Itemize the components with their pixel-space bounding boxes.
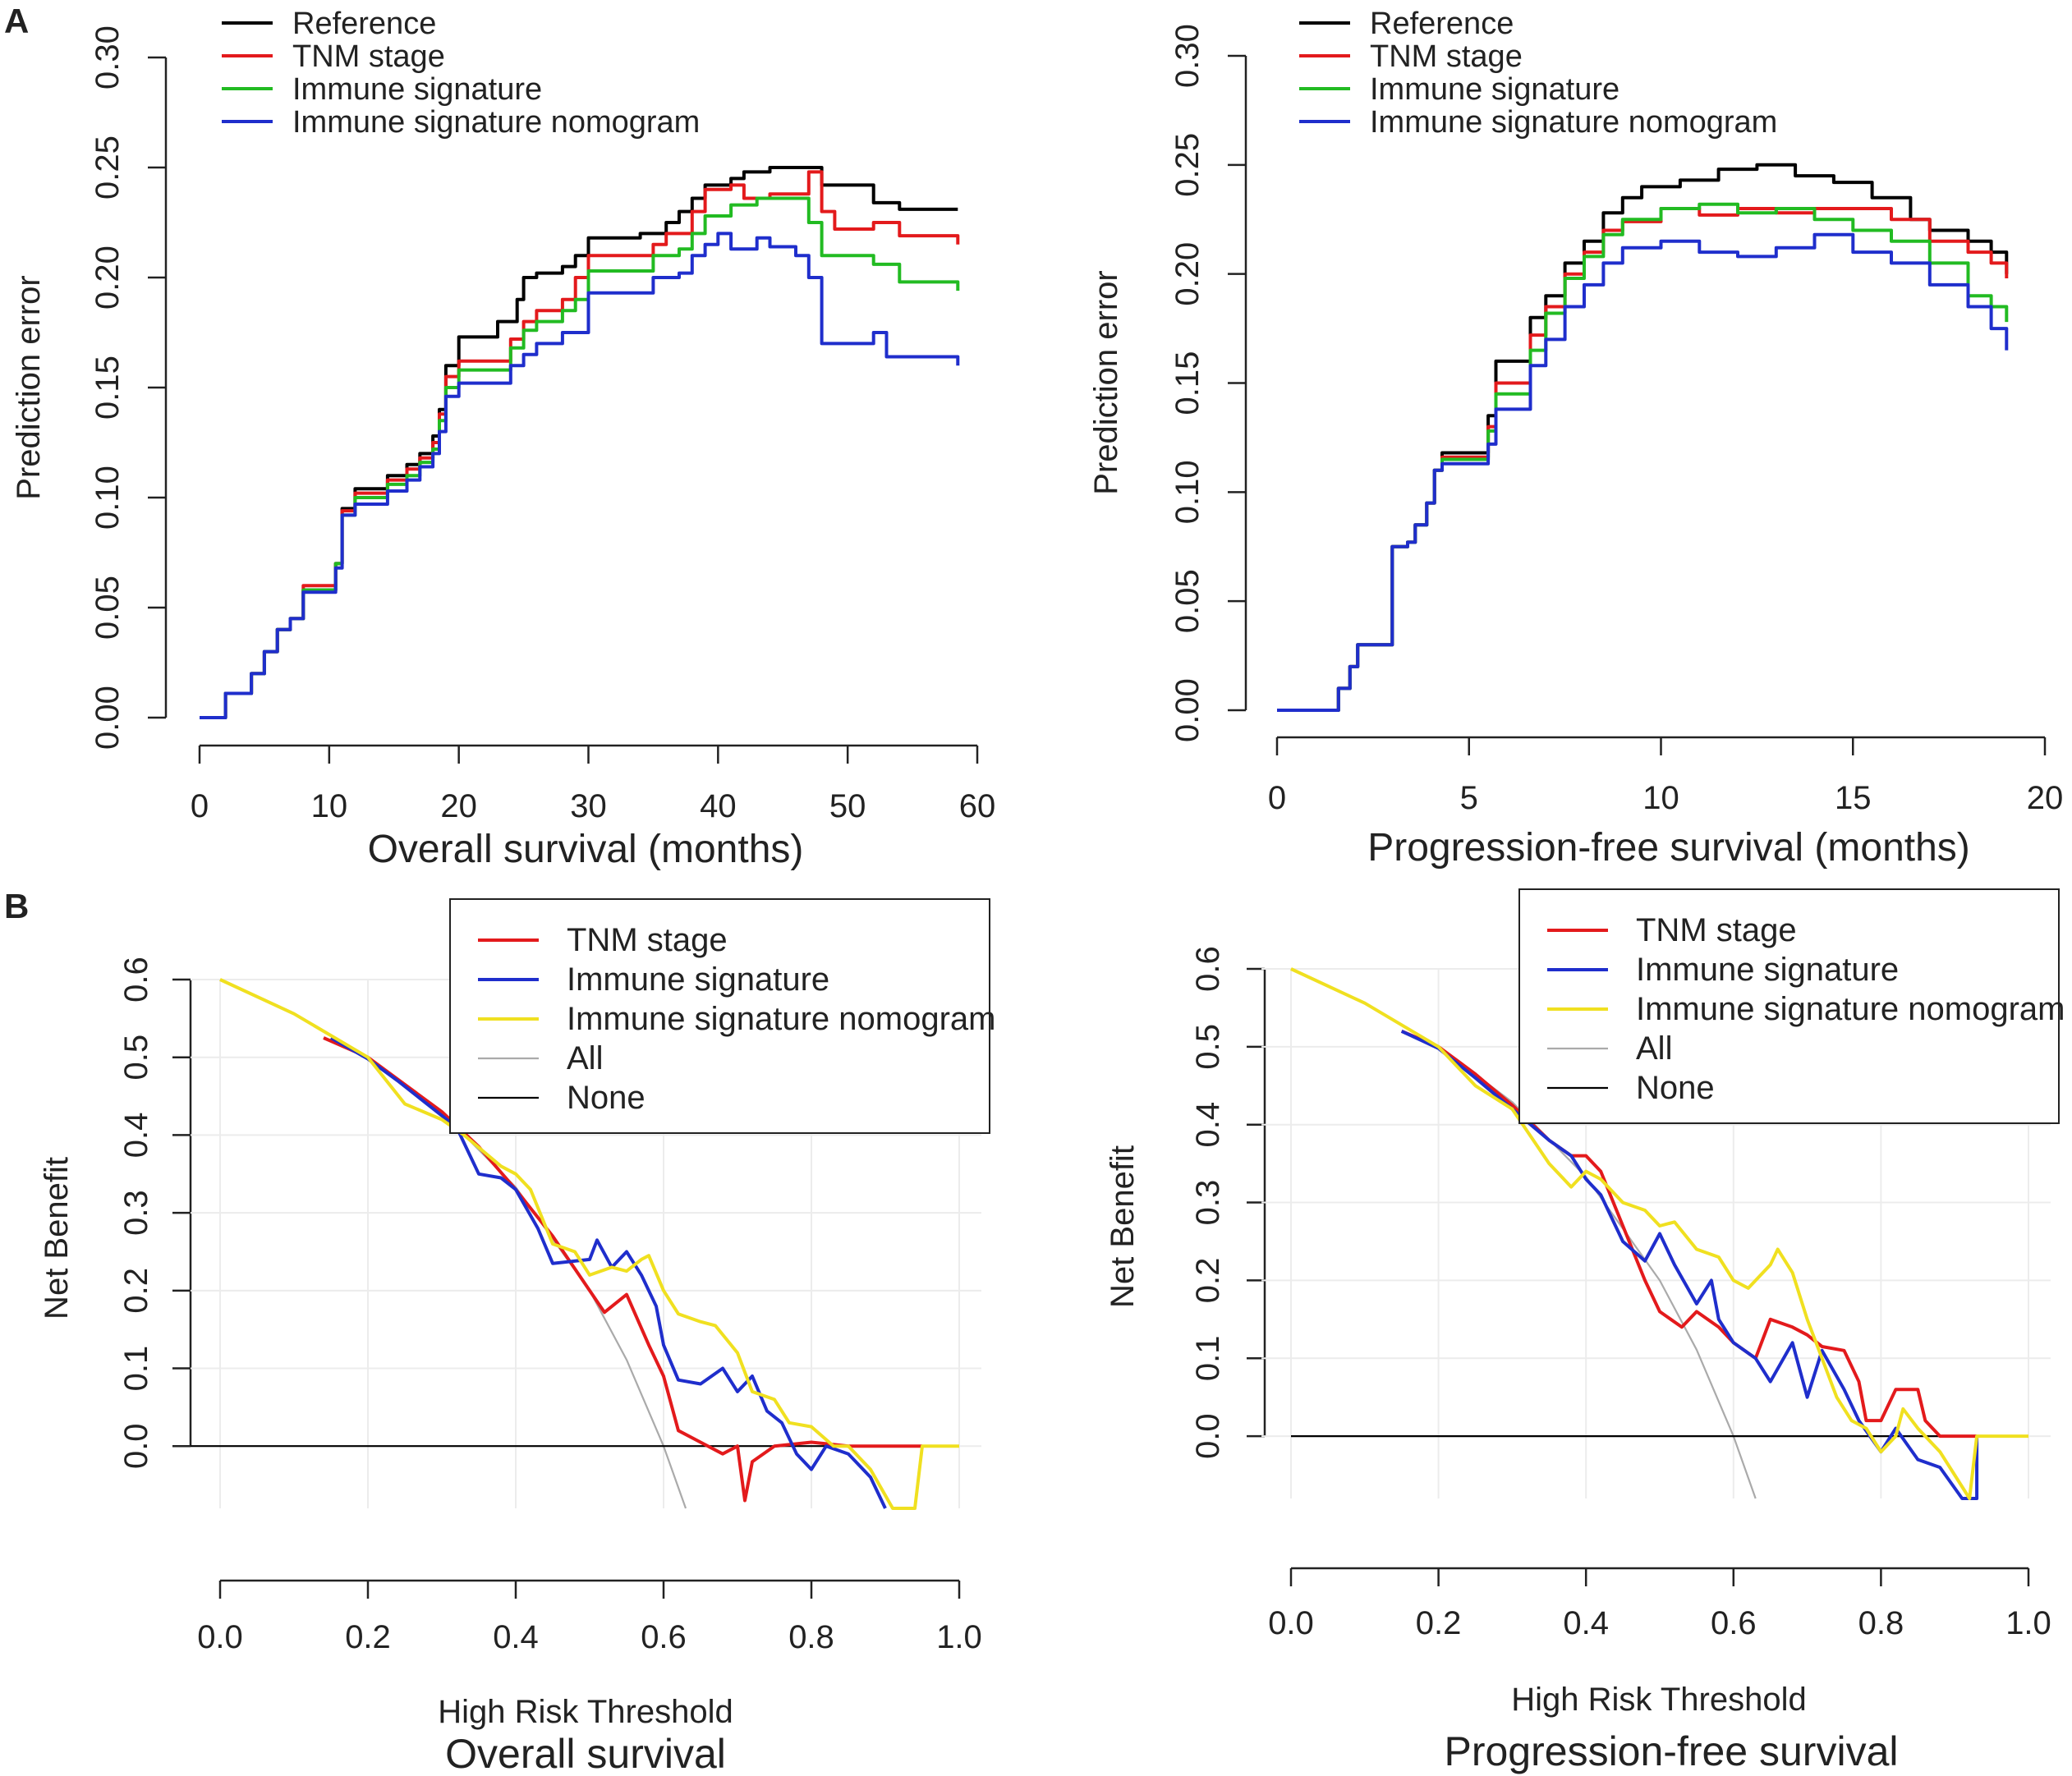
series-immune-signature-nomogram xyxy=(219,978,959,1510)
legend-label-immune-signature-nomogram: Immune signature nomogram xyxy=(1636,991,2065,1027)
x-tick-label: 15 xyxy=(1835,780,1872,816)
y-tick-label: 0.30 xyxy=(1169,24,1206,88)
y-tick-label: 0.5 xyxy=(1190,1024,1226,1070)
x-tick-label: 0.4 xyxy=(493,1619,539,1655)
chart-pfs-net-benefit: 0.0 0.2 0.4 0.6 0.8 1.0 0.0 0.1 0.2 0.3 0.4 0.5 0.6 H… xyxy=(1105,888,2065,1774)
legend-label-reference: Reference xyxy=(292,7,436,41)
y-tick-label: 0.1 xyxy=(118,1346,154,1392)
x-tick-label: 0 xyxy=(1268,780,1286,816)
chart-os-prediction-error: 0 10 20 30 40 50 60 0.00 0.05 0.10 0.15 0.20 0.25 0.3… xyxy=(11,7,995,871)
x-tick-label: 1.0 xyxy=(936,1619,982,1655)
y-tick-label: 0.15 xyxy=(1169,351,1206,415)
legend-label-immune-signature: Immune signature xyxy=(567,961,829,998)
series-immune-signature xyxy=(330,1036,887,1509)
y-tick-label: 0.5 xyxy=(118,1035,154,1081)
legend-box xyxy=(449,898,990,1134)
series-tnm-stage xyxy=(1277,207,2009,712)
y-tick-label: 0.20 xyxy=(90,246,126,310)
x-tick-label: 0 xyxy=(191,788,209,824)
y-tick-label: 0.3 xyxy=(1190,1180,1226,1226)
y-tick-label: 0.10 xyxy=(90,466,126,530)
x-tick-label: 50 xyxy=(829,788,866,824)
x-tick-label: 20 xyxy=(2027,780,2064,816)
x-axis-title: High Risk Threshold xyxy=(1511,1682,1806,1718)
legend-label-tnm-stage: TNM stage xyxy=(292,39,445,74)
legend-label-reference: Reference xyxy=(1370,7,1514,41)
x-tick-label: 0.4 xyxy=(1563,1605,1609,1641)
x-axis-title: High Risk Threshold xyxy=(438,1694,733,1730)
legend-label-tnm-stage: TNM stage xyxy=(1370,39,1523,74)
series-tnm-stage xyxy=(200,170,960,719)
y-tick-label: 0.4 xyxy=(1190,1102,1226,1148)
y-tick-label: 0.25 xyxy=(90,135,126,200)
series-immune-signature-nomogram xyxy=(1277,232,2009,712)
series-immune-signature xyxy=(1400,1030,1979,1500)
x-axis-title: Progression-free survival (months) xyxy=(1367,826,1970,870)
x-tick-label: 0.2 xyxy=(345,1619,391,1655)
x-tick-label: 10 xyxy=(311,788,348,824)
y-tick-label: 0.2 xyxy=(1190,1258,1226,1304)
legend-label-tnm-stage: TNM stage xyxy=(1636,912,1797,948)
legend-label-all: All xyxy=(1636,1030,1672,1067)
x-tick-label: 1.0 xyxy=(2005,1605,2051,1641)
y-tick-label: 0.05 xyxy=(90,576,126,640)
series-immune-signature-nomogram xyxy=(200,232,960,719)
legend-label-immune-signature: Immune signature xyxy=(1636,952,1899,988)
x-tick-label: 20 xyxy=(440,788,477,824)
y-axis-title: Net Benefit xyxy=(1105,1145,1141,1308)
y-axis-title: Prediction error xyxy=(1088,270,1124,494)
x-tick-label: 60 xyxy=(959,788,996,824)
legend-label-none: None xyxy=(1636,1070,1715,1106)
y-tick-label: 0.00 xyxy=(90,686,126,750)
chart-pfs-prediction-error: 0 5 10 15 20 0.00 0.05 0.10 0.15 0.20 0.25 0.30 Prog… xyxy=(1088,7,2063,870)
series-immune-signature-nomogram xyxy=(1290,967,2028,1500)
x-tick-label: 10 xyxy=(1642,780,1679,816)
y-tick-label: 0.0 xyxy=(1190,1413,1226,1459)
legend-label-immune-signature-nomogram: Immune signature nomogram xyxy=(567,1001,995,1037)
series-reference xyxy=(200,166,958,719)
panel-label-a: A xyxy=(4,2,29,40)
y-tick-label: 0.25 xyxy=(1169,133,1206,197)
chart-subtitle: Overall survival xyxy=(445,1731,726,1776)
x-tick-label: 0.8 xyxy=(1858,1605,1904,1641)
y-tick-label: 0.00 xyxy=(1169,678,1206,742)
chart-subtitle: Progression-free survival xyxy=(1445,1728,1899,1774)
x-axis-title: Overall survival (months) xyxy=(368,828,804,871)
x-tick-label: 0.2 xyxy=(1416,1605,1462,1641)
legend-label-immune-signature: Immune signature xyxy=(292,72,542,107)
y-axis-title: Net Benefit xyxy=(39,1157,75,1319)
chart-os-net-benefit: 0.0 0.2 0.4 0.6 0.8 1.0 0.0 0.1 0.2 0.3 0.4 0.5 0.6 H… xyxy=(39,898,995,1776)
y-tick-label: 0.3 xyxy=(118,1190,154,1236)
legend-label-immune-signature: Immune signature xyxy=(1370,72,1619,107)
y-axis-title: Prediction error xyxy=(11,275,47,499)
panel-label-b: B xyxy=(4,887,29,925)
x-tick-label: 0.8 xyxy=(788,1619,834,1655)
y-tick-label: 0.10 xyxy=(1169,460,1206,524)
x-tick-label: 0.0 xyxy=(197,1619,243,1655)
y-tick-label: 0.05 xyxy=(1169,569,1206,633)
legend-label-all: All xyxy=(567,1040,603,1076)
x-tick-label: 0.6 xyxy=(641,1619,687,1655)
y-tick-label: 0.6 xyxy=(1190,946,1226,992)
y-tick-label: 0.0 xyxy=(118,1423,154,1469)
legend-label-immune-signature-nomogram: Immune signature nomogram xyxy=(1370,105,1777,140)
x-tick-label: 40 xyxy=(700,788,737,824)
legend-box xyxy=(1518,888,2060,1124)
x-tick-label: 5 xyxy=(1460,780,1478,816)
x-tick-label: 0.0 xyxy=(1268,1605,1314,1641)
legend-label-immune-signature-nomogram: Immune signature nomogram xyxy=(292,105,700,140)
series-immune-signature xyxy=(1277,202,2009,712)
y-tick-label: 0.30 xyxy=(90,25,126,89)
y-tick-label: 0.4 xyxy=(118,1113,154,1159)
y-tick-label: 0.6 xyxy=(118,957,154,1003)
y-tick-label: 0.2 xyxy=(118,1268,154,1314)
legend-label-none: None xyxy=(567,1080,645,1116)
y-tick-label: 0.20 xyxy=(1169,242,1206,306)
y-tick-label: 0.1 xyxy=(1190,1335,1226,1381)
legend-label-tnm-stage: TNM stage xyxy=(567,922,728,958)
y-tick-label: 0.15 xyxy=(90,356,126,420)
x-tick-label: 0.6 xyxy=(1711,1605,1757,1641)
x-tick-label: 30 xyxy=(570,788,607,824)
